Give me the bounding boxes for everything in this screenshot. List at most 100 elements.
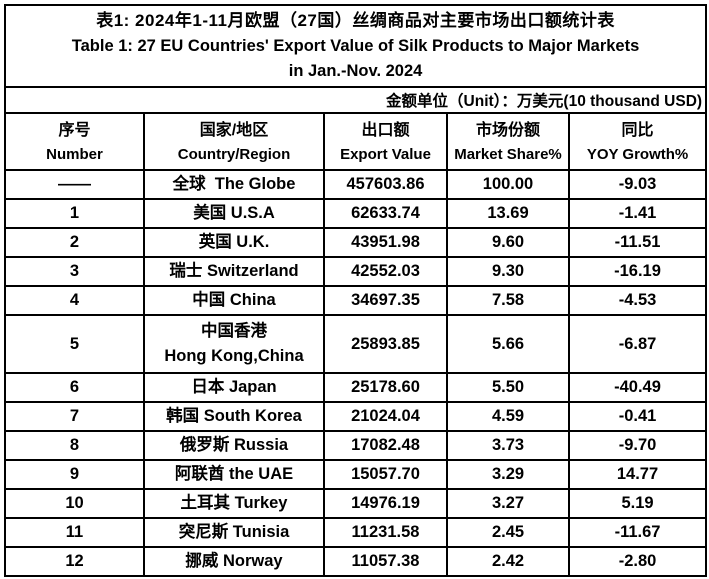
col-header-number-cn: 序号	[58, 121, 91, 139]
cell-number: ——	[4, 169, 145, 200]
cell-country: 瑞士 Switzerland	[143, 256, 325, 287]
cell-export-value: 11057.38	[323, 546, 448, 577]
col-header-export-value-en: Export Value	[340, 145, 431, 163]
cell-yoy-growth: -1.41	[567, 198, 708, 229]
col-header-country: 国家/地区 Country/Region	[143, 112, 325, 171]
cell-country: 韩国 South Korea	[143, 401, 325, 432]
cell-market-share: 9.30	[446, 256, 570, 287]
cell-number: 9	[4, 459, 145, 490]
cell-export-value: 43951.98	[323, 227, 448, 258]
table-row: 1 美国 U.S.A 62633.74 13.69 -1.41	[4, 198, 708, 229]
cell-export-value: 21024.04	[323, 401, 448, 432]
col-header-country-cn: 国家/地区	[199, 121, 269, 139]
cell-country: 挪威 Norway	[143, 546, 325, 577]
cell-export-value: 11231.58	[323, 517, 448, 548]
table-row: 4 中国 China 34697.35 7.58 -4.53	[4, 285, 708, 316]
table-row: 2 英国 U.K. 43951.98 9.60 -11.51	[4, 227, 708, 258]
cell-number: 4	[4, 285, 145, 316]
cell-country: 中国 China	[143, 285, 325, 316]
cell-number: 2	[4, 227, 145, 258]
cell-market-share: 100.00	[446, 169, 570, 200]
cell-yoy-growth: -9.70	[567, 430, 708, 461]
cell-yoy-growth: -16.19	[567, 256, 708, 287]
statistics-table: 表1: 2024年1-11月欧盟（27国）丝绸商品对主要市场出口额统计表 Tab…	[3, 4, 708, 577]
cell-country: 中国香港 Hong Kong,China	[143, 314, 325, 374]
col-header-yoy-growth-cn: 同比	[621, 121, 654, 139]
cell-market-share: 13.69	[446, 198, 570, 229]
cell-export-value: 17082.48	[323, 430, 448, 461]
cell-market-share: 5.50	[446, 372, 570, 403]
col-header-market-share-en: Market Share%	[454, 145, 562, 163]
cell-export-value: 15057.70	[323, 459, 448, 490]
table-row: 12 挪威 Norway 11057.38 2.42 -2.80	[4, 546, 708, 577]
cell-number: 11	[4, 517, 145, 548]
cell-market-share: 3.27	[446, 488, 570, 519]
table-title-cn: 表1: 2024年1-11月欧盟（27国）丝绸商品对主要市场出口额统计表	[96, 11, 615, 30]
cell-yoy-growth: -4.53	[567, 285, 708, 316]
cell-market-share: 2.45	[446, 517, 570, 548]
cell-yoy-growth: 5.19	[567, 488, 708, 519]
table-row: 11 突尼斯 Tunisia 11231.58 2.45 -11.67	[4, 517, 708, 548]
cell-yoy-growth: -0.41	[567, 401, 708, 432]
title-row: 表1: 2024年1-11月欧盟（27国）丝绸商品对主要市场出口额统计表 Tab…	[3, 4, 708, 88]
cell-number: 1	[4, 198, 145, 229]
col-header-yoy-growth: 同比 YOY Growth%	[567, 112, 708, 171]
table-row: 6 日本 Japan 25178.60 5.50 -40.49	[4, 372, 708, 403]
table-title-en-line1: Table 1: 27 EU Countries' Export Value o…	[71, 37, 640, 55]
cell-number: 3	[4, 256, 145, 287]
col-header-country-en: Country/Region	[177, 145, 291, 163]
cell-number: 7	[4, 401, 145, 432]
col-header-export-value-cn: 出口额	[361, 121, 410, 139]
col-header-number: 序号 Number	[4, 112, 145, 171]
cell-export-value: 457603.86	[323, 169, 448, 200]
table-row: 7 韩国 South Korea 21024.04 4.59 -0.41	[4, 401, 708, 432]
cell-market-share: 2.42	[446, 546, 570, 577]
cell-market-share: 4.59	[446, 401, 570, 432]
cell-export-value: 14976.19	[323, 488, 448, 519]
cell-country: 日本 Japan	[143, 372, 325, 403]
table-title-en-line2: in Jan.-Nov. 2024	[288, 62, 423, 80]
table-row: 8 俄罗斯 Russia 17082.48 3.73 -9.70	[4, 430, 708, 461]
cell-market-share: 3.29	[446, 459, 570, 490]
cell-yoy-growth: -11.51	[567, 227, 708, 258]
cell-yoy-growth: -11.67	[567, 517, 708, 548]
cell-country: 俄罗斯 Russia	[143, 430, 325, 461]
cell-market-share: 3.73	[446, 430, 570, 461]
cell-country: 突尼斯 Tunisia	[143, 517, 325, 548]
table-row: 10 土耳其 Turkey 14976.19 3.27 5.19	[4, 488, 708, 519]
cell-yoy-growth: -40.49	[567, 372, 708, 403]
cell-market-share: 5.66	[446, 314, 570, 374]
cell-export-value: 25893.85	[323, 314, 448, 374]
cell-yoy-growth: -9.03	[567, 169, 708, 200]
cell-export-value: 62633.74	[323, 198, 448, 229]
table-row: 5 中国香港 Hong Kong,China 25893.85 5.66 -6.…	[4, 314, 708, 374]
cell-yoy-growth: -2.80	[567, 546, 708, 577]
cell-number: 10	[4, 488, 145, 519]
cell-export-value: 25178.60	[323, 372, 448, 403]
cell-yoy-growth: -6.87	[567, 314, 708, 374]
unit-note: 金额单位（Unit）：万美元(10 thousand USD)	[3, 86, 708, 114]
col-header-export-value: 出口额 Export Value	[323, 112, 448, 171]
cell-country: 美国 U.S.A	[143, 198, 325, 229]
table-row: 3 瑞士 Switzerland 42552.03 9.30 -16.19	[4, 256, 708, 287]
cell-number: 6	[4, 372, 145, 403]
unit-row: 金额单位（Unit）：万美元(10 thousand USD)	[3, 86, 708, 114]
cell-export-value: 34697.35	[323, 285, 448, 316]
col-header-market-share: 市场份额 Market Share%	[446, 112, 570, 171]
cell-country: 土耳其 Turkey	[143, 488, 325, 519]
table-row: 9 阿联酋 the UAE 15057.70 3.29 14.77	[4, 459, 708, 490]
col-header-yoy-growth-en: YOY Growth%	[586, 145, 689, 163]
cell-market-share: 9.60	[446, 227, 570, 258]
cell-market-share: 7.58	[446, 285, 570, 316]
cell-number: 8	[4, 430, 145, 461]
cell-country: 全球 The Globe	[143, 169, 325, 200]
table-row-globe: —— 全球 The Globe 457603.86 100.00 -9.03	[4, 169, 708, 200]
cell-country: 英国 U.K.	[143, 227, 325, 258]
cell-export-value: 42552.03	[323, 256, 448, 287]
col-header-market-share-cn: 市场份额	[475, 121, 540, 139]
cell-number: 5	[4, 314, 145, 374]
table-title-cell: 表1: 2024年1-11月欧盟（27国）丝绸商品对主要市场出口额统计表 Tab…	[3, 4, 708, 88]
cell-yoy-growth: 14.77	[567, 459, 708, 490]
header-row: 序号 Number 国家/地区 Country/Region 出口额 Expor…	[4, 112, 708, 171]
cell-country: 阿联酋 the UAE	[143, 459, 325, 490]
